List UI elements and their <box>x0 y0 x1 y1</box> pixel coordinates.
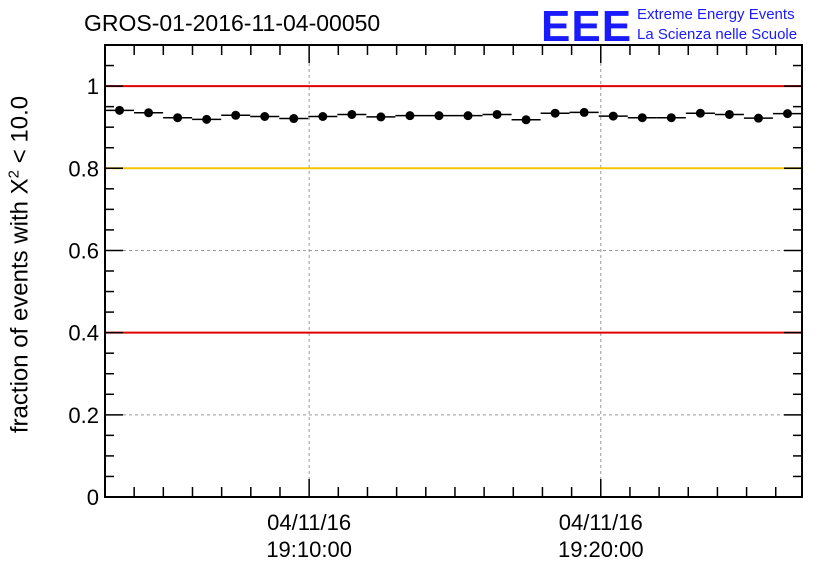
logo-line-1: Extreme Energy Events <box>637 6 795 23</box>
data-point <box>144 108 154 118</box>
y-tick-label: 1 <box>87 74 99 99</box>
data-point <box>550 108 560 118</box>
data-point <box>115 105 125 115</box>
data-point <box>463 111 473 121</box>
x-tick-label-date: 04/11/16 <box>267 510 351 535</box>
data-point <box>637 113 647 123</box>
data-point <box>608 111 618 121</box>
y-tick-label: 0.8 <box>68 156 99 181</box>
data-point <box>666 113 676 123</box>
data-point <box>202 114 212 124</box>
logo-line-2: La Scienza nelle Scuole <box>637 26 798 43</box>
y-tick-label: 0 <box>87 485 99 510</box>
data-point <box>521 115 531 125</box>
data-point <box>695 108 705 118</box>
y-tick-label: 0.6 <box>68 238 99 263</box>
data-point <box>231 110 241 120</box>
eee-logo: EEE Extreme Energy Events La Scienza nel… <box>541 2 831 51</box>
data-point <box>318 111 328 121</box>
data-point <box>579 107 589 117</box>
data-point <box>782 109 792 119</box>
logo-mark: EEE <box>541 2 633 51</box>
data-point <box>753 113 763 123</box>
data-point <box>492 109 502 119</box>
data-point <box>434 111 444 121</box>
chart-title: GROS-01-2016-11-04-00050 <box>84 10 381 36</box>
x-tick-label-time: 19:20:00 <box>558 537 644 562</box>
y-tick-label: 0.4 <box>68 321 99 346</box>
data-point <box>289 114 299 124</box>
x-tick-label-date: 04/11/16 <box>559 510 643 535</box>
y-tick-label: 0.2 <box>68 403 99 428</box>
data-point <box>173 113 183 123</box>
data-point <box>376 112 386 122</box>
data-point <box>405 111 415 121</box>
data-point <box>347 109 357 119</box>
data-point <box>724 109 734 119</box>
data-point <box>260 111 270 121</box>
x-tick-label-time: 19:10:00 <box>266 537 352 562</box>
